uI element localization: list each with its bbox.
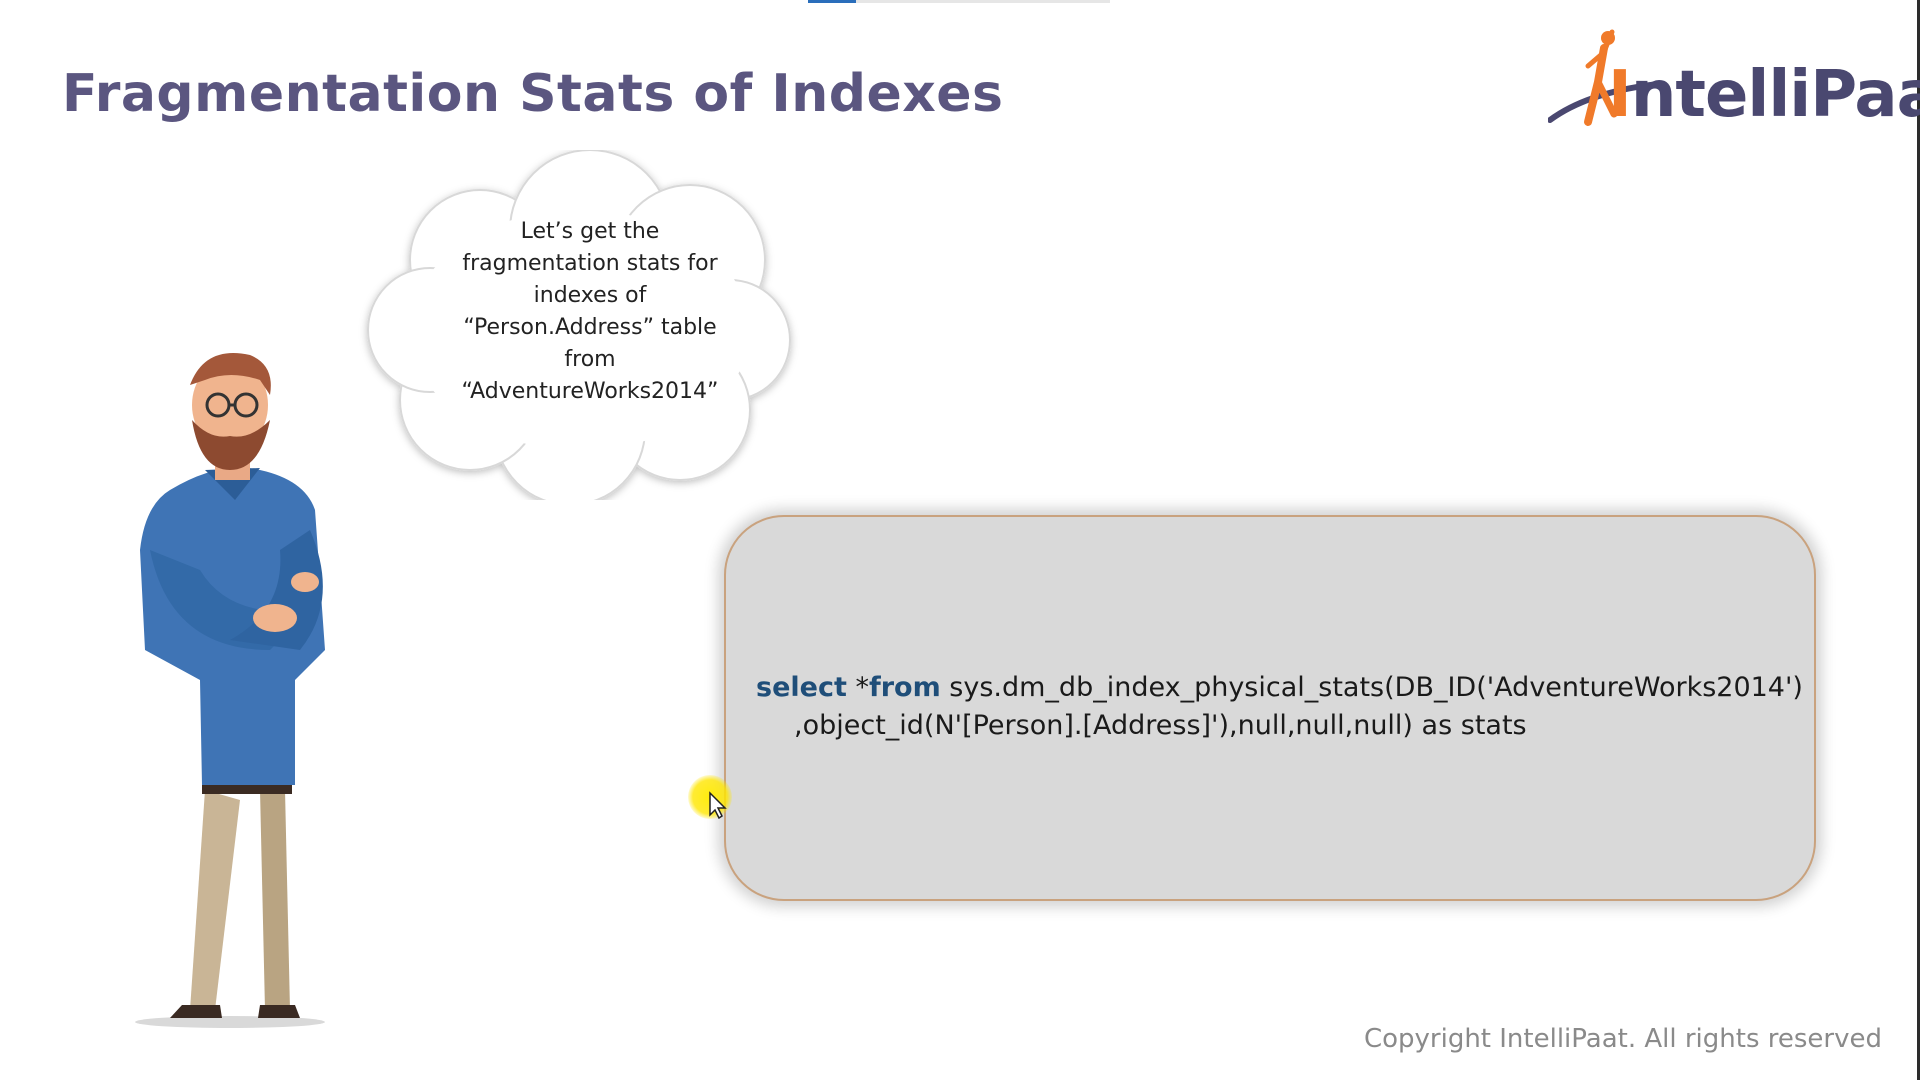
sql-keyword-from: from <box>868 672 941 703</box>
thought-line: “Person.Address” table <box>463 315 717 340</box>
logo-wordmark: IntelliPaat <box>1608 58 1920 132</box>
logo-letters: ntelliPaat <box>1630 58 1920 132</box>
thought-line: Let’s get the <box>520 219 660 244</box>
slide-title: Fragmentation Stats of Indexes <box>62 64 1004 124</box>
thought-line: indexes of <box>533 283 647 308</box>
logo-letter-i: I <box>1608 58 1632 132</box>
sql-line2: ,object_id(N'[Person].[Address]'),null,n… <box>794 710 1527 741</box>
thought-cloud: Let’s get the fragmentation stats for in… <box>350 150 830 500</box>
thought-line: from <box>564 347 616 372</box>
pointer-arrow-icon <box>709 791 727 819</box>
sql-keyword-select: select <box>756 672 847 703</box>
sql-star: * <box>846 672 869 703</box>
code-panel: select *from sys.dm_db_index_physical_st… <box>724 515 1816 901</box>
intellipaat-logo: IntelliPaat <box>1547 22 1920 152</box>
video-progress-bar[interactable] <box>808 0 1110 3</box>
mouse-cursor-icon <box>688 775 732 819</box>
video-progress-fill <box>808 0 857 3</box>
logo-figure-icon <box>1547 29 1661 126</box>
copyright-notice: Copyright IntelliPaat. All rights reserv… <box>1363 1024 1882 1054</box>
thought-text: Let’s get the fragmentation stats for in… <box>420 216 760 408</box>
presenter-character <box>135 353 325 1028</box>
thought-line: fragmentation stats for <box>462 251 718 276</box>
sql-line1-rest: sys.dm_db_index_physical_stats(DB_ID('Ad… <box>940 672 1803 703</box>
thought-line: “AdventureWorks2014” <box>461 379 719 404</box>
sql-query: select *from sys.dm_db_index_physical_st… <box>756 669 1803 745</box>
window-edge <box>1917 0 1920 1080</box>
